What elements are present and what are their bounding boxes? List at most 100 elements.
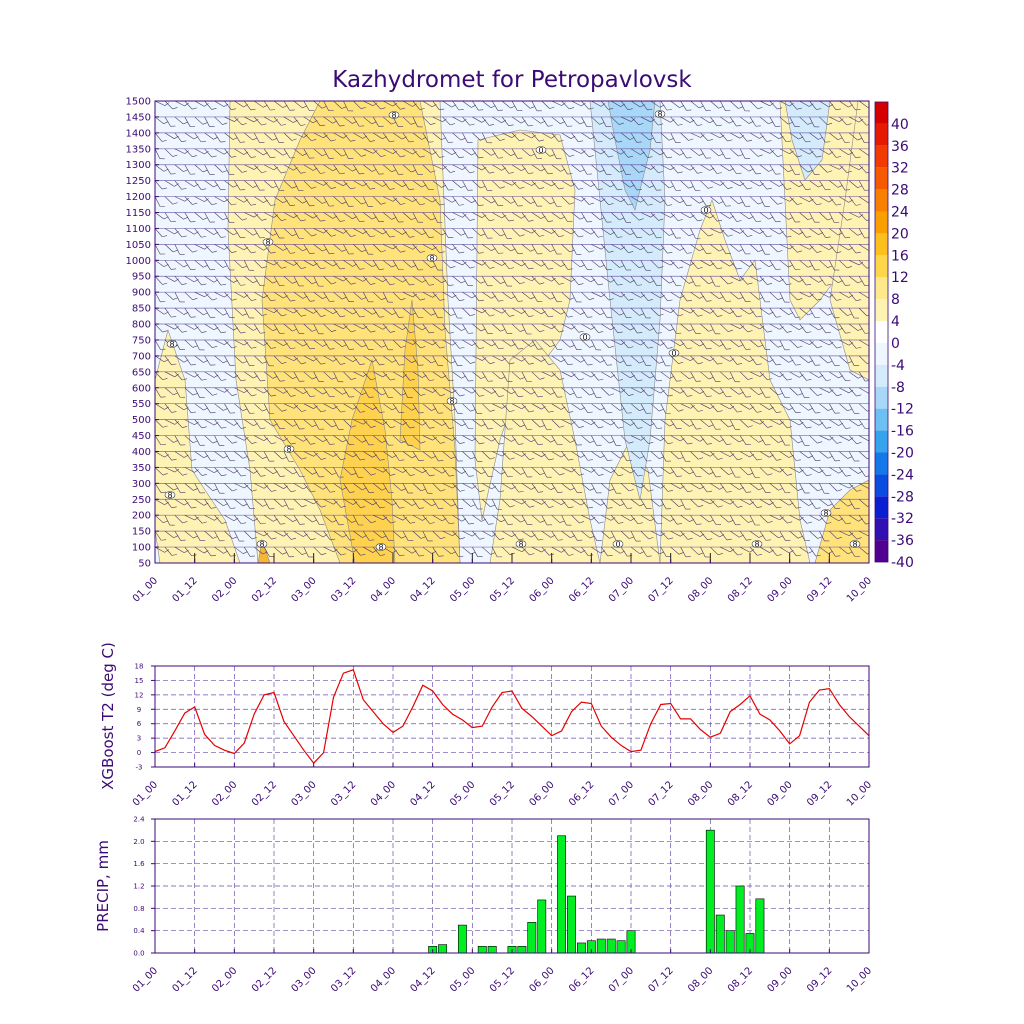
wind-barb — [660, 483, 669, 492]
wind-barb — [263, 483, 272, 492]
wind-barb — [293, 435, 304, 442]
wind-barb-feather — [547, 172, 553, 175]
wind-barb-feather — [301, 314, 307, 317]
wind-barb-feather — [696, 523, 702, 525]
contour-label-bg — [654, 110, 666, 118]
wind-barb — [432, 467, 443, 474]
wind-barb-feather — [359, 363, 365, 365]
wind-barb-feather — [470, 409, 476, 412]
wind-barb-feather — [687, 299, 693, 302]
wind-barb — [541, 260, 549, 270]
wind-barb-feather — [578, 140, 584, 142]
wind-barb-feather — [846, 571, 851, 572]
wind-barb-feather — [698, 505, 704, 508]
wind-barb — [591, 323, 599, 333]
wind-barb-feather — [827, 218, 833, 221]
wind-barb — [293, 355, 302, 365]
wind-barb-feather — [756, 220, 762, 222]
wind-barb-feather — [270, 156, 276, 159]
wind-barb-feather — [649, 185, 655, 188]
wind-barb-feather — [292, 424, 298, 427]
wind-barb-feather — [281, 314, 287, 317]
wind-barb-feather — [708, 376, 714, 380]
wind-barb — [739, 307, 750, 315]
wind-barb — [729, 419, 736, 430]
wind-barb-feather — [442, 566, 446, 569]
wind-barb — [362, 483, 370, 493]
wind-barb — [155, 116, 164, 124]
wind-barb-feather — [529, 458, 535, 460]
wind-barb — [204, 435, 213, 444]
wind-barb — [313, 339, 323, 347]
wind-barb — [561, 164, 568, 175]
wind-barb — [739, 403, 750, 410]
wind-barb — [551, 212, 561, 220]
wind-barb — [809, 116, 815, 127]
wind-barb — [482, 244, 492, 251]
wind-barb — [164, 101, 173, 110]
wind-barb — [581, 419, 592, 426]
wind-barb-feather — [736, 220, 742, 222]
wind-barb — [244, 116, 255, 123]
wind-barb — [353, 180, 364, 187]
wind-barb-feather — [400, 107, 406, 110]
wind-barb-feather — [281, 409, 287, 412]
wind-barb-feather — [777, 250, 783, 253]
wind-barb-feather — [371, 169, 377, 172]
wind-barb-feather — [727, 139, 733, 142]
wind-barb — [660, 419, 670, 427]
wind-barb-feather — [310, 395, 316, 397]
wind-barb — [561, 435, 571, 443]
wind-barb-feather — [865, 427, 869, 430]
wind-barb — [412, 212, 419, 223]
wind-barb-feather — [707, 139, 713, 142]
wind-barb — [789, 180, 799, 188]
wind-barb — [333, 196, 342, 205]
contour-label: 8 — [378, 543, 383, 552]
wind-barb — [680, 228, 689, 237]
wind-barb-feather — [796, 107, 802, 110]
wind-barb-feather — [410, 570, 415, 571]
t2-x-axis: 01_00 01_12 02_00 02_12 03_00 03_12 04_00 04_12… — [131, 763, 874, 809]
wind-barb — [739, 546, 750, 553]
wind-barb — [432, 435, 441, 444]
wind-barb-feather — [508, 124, 514, 127]
wind-barb — [472, 419, 482, 427]
wind-barb — [749, 467, 756, 478]
wind-barb-feather — [647, 156, 653, 158]
wind-barb — [848, 483, 857, 492]
precip-x-tick-label: 02_00 — [210, 965, 239, 994]
wind-barb-feather — [480, 185, 486, 189]
wind-barb — [849, 164, 860, 170]
wind-barb — [402, 307, 412, 316]
wind-barb — [263, 101, 271, 111]
wind-barb — [313, 212, 321, 222]
wind-barb-feather — [521, 358, 526, 362]
wind-barb-feather — [332, 568, 337, 570]
wind-barb — [759, 148, 771, 154]
wind-barb — [511, 514, 521, 523]
wind-barb-feather — [382, 373, 388, 378]
wind-barb — [362, 339, 369, 350]
wind-barb-feather — [400, 155, 406, 158]
wind-barb — [720, 435, 727, 445]
wind-barb — [521, 371, 528, 382]
wind-barb-feather — [797, 202, 803, 205]
wind-barb-feather — [181, 330, 187, 333]
wind-barb — [700, 483, 708, 493]
colorbar-label: -20 — [891, 445, 914, 461]
wind-barb — [442, 546, 452, 555]
wind-barb — [392, 244, 401, 253]
wind-barb — [442, 530, 453, 537]
wind-barb-feather — [528, 315, 534, 317]
wind-barb — [581, 212, 588, 223]
wind-barb — [402, 387, 409, 398]
wind-barb — [452, 419, 462, 427]
wind-barb-feather — [379, 411, 385, 413]
wind-barb — [462, 228, 469, 239]
wind-barb — [204, 116, 210, 127]
wind-barb-feather — [571, 421, 576, 425]
wind-barb — [184, 339, 193, 348]
wind-barb — [700, 180, 709, 189]
wind-barb-feather — [547, 125, 553, 127]
